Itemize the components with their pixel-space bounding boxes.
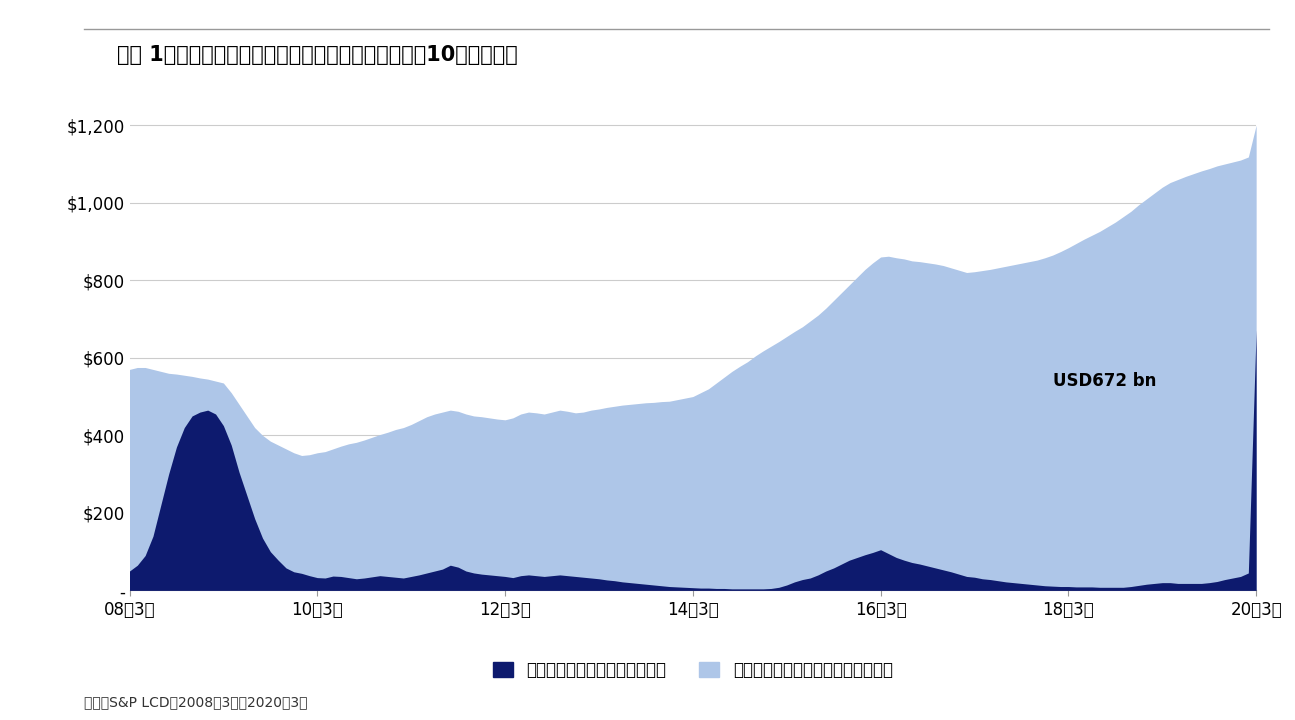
Text: 出所：S&P LCD、2008年3月～2020年3月: 出所：S&P LCD、2008年3月～2020年3月 xyxy=(84,696,308,709)
Legend: ディストレスト・ローンの残高, ディストレスト・ローン以外の残高: ディストレスト・ローンの残高, ディストレスト・ローン以外の残高 xyxy=(486,654,900,685)
Text: USD672 bn: USD672 bn xyxy=(1053,372,1156,390)
Text: （図 1）米国のディストレスト・ローンの残高推移（10億米ドル）: （図 1）米国のディストレスト・ローンの残高推移（10億米ドル） xyxy=(117,45,517,65)
